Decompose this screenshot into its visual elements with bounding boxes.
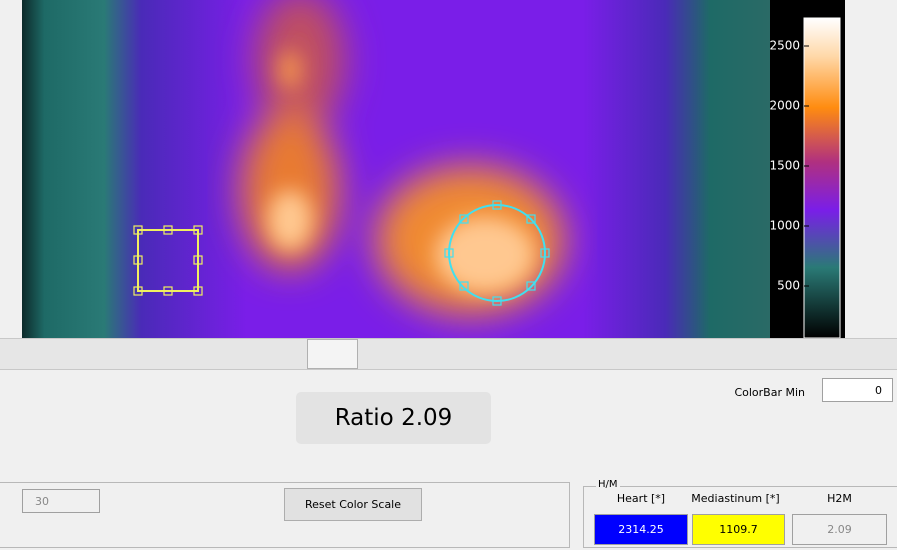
colorbar-min-input[interactable]: 0 xyxy=(822,378,893,402)
colorbar-tick-label: 2000 xyxy=(769,99,800,113)
mediastinum-header: Mediastinum [*] xyxy=(678,492,793,505)
colorbar-tick-label: 1500 xyxy=(769,159,800,173)
colorbar-tick-label: 1000 xyxy=(769,219,800,233)
reset-button[interactable]: Reset Color Scale xyxy=(284,488,422,521)
h2m-header: H2M xyxy=(792,492,887,505)
image-view: 2500 2000 1500 1000 500 xyxy=(0,0,897,340)
heart-header: Heart [*] xyxy=(594,492,688,505)
hm-group-title: H/M xyxy=(596,479,620,490)
scrollbar[interactable] xyxy=(0,338,897,370)
app-window: 2500 2000 1500 1000 500 ColorBar Min 0 Ratio… xyxy=(0,0,897,550)
frame-input[interactable]: 30 xyxy=(22,489,100,513)
colorbar-tick-label: 500 xyxy=(777,279,800,293)
scroll-thumb[interactable] xyxy=(307,339,358,369)
colorbar-min-label: ColorBar Min xyxy=(700,386,805,399)
mediastinum-value: 1109.7 xyxy=(692,514,785,545)
heart-value: 2314.25 xyxy=(594,514,688,545)
ratio-display: Ratio 2.09 xyxy=(296,392,491,444)
colorbar-tick-label: 2500 xyxy=(769,39,800,53)
h2m-value: 2.09 xyxy=(792,514,887,545)
